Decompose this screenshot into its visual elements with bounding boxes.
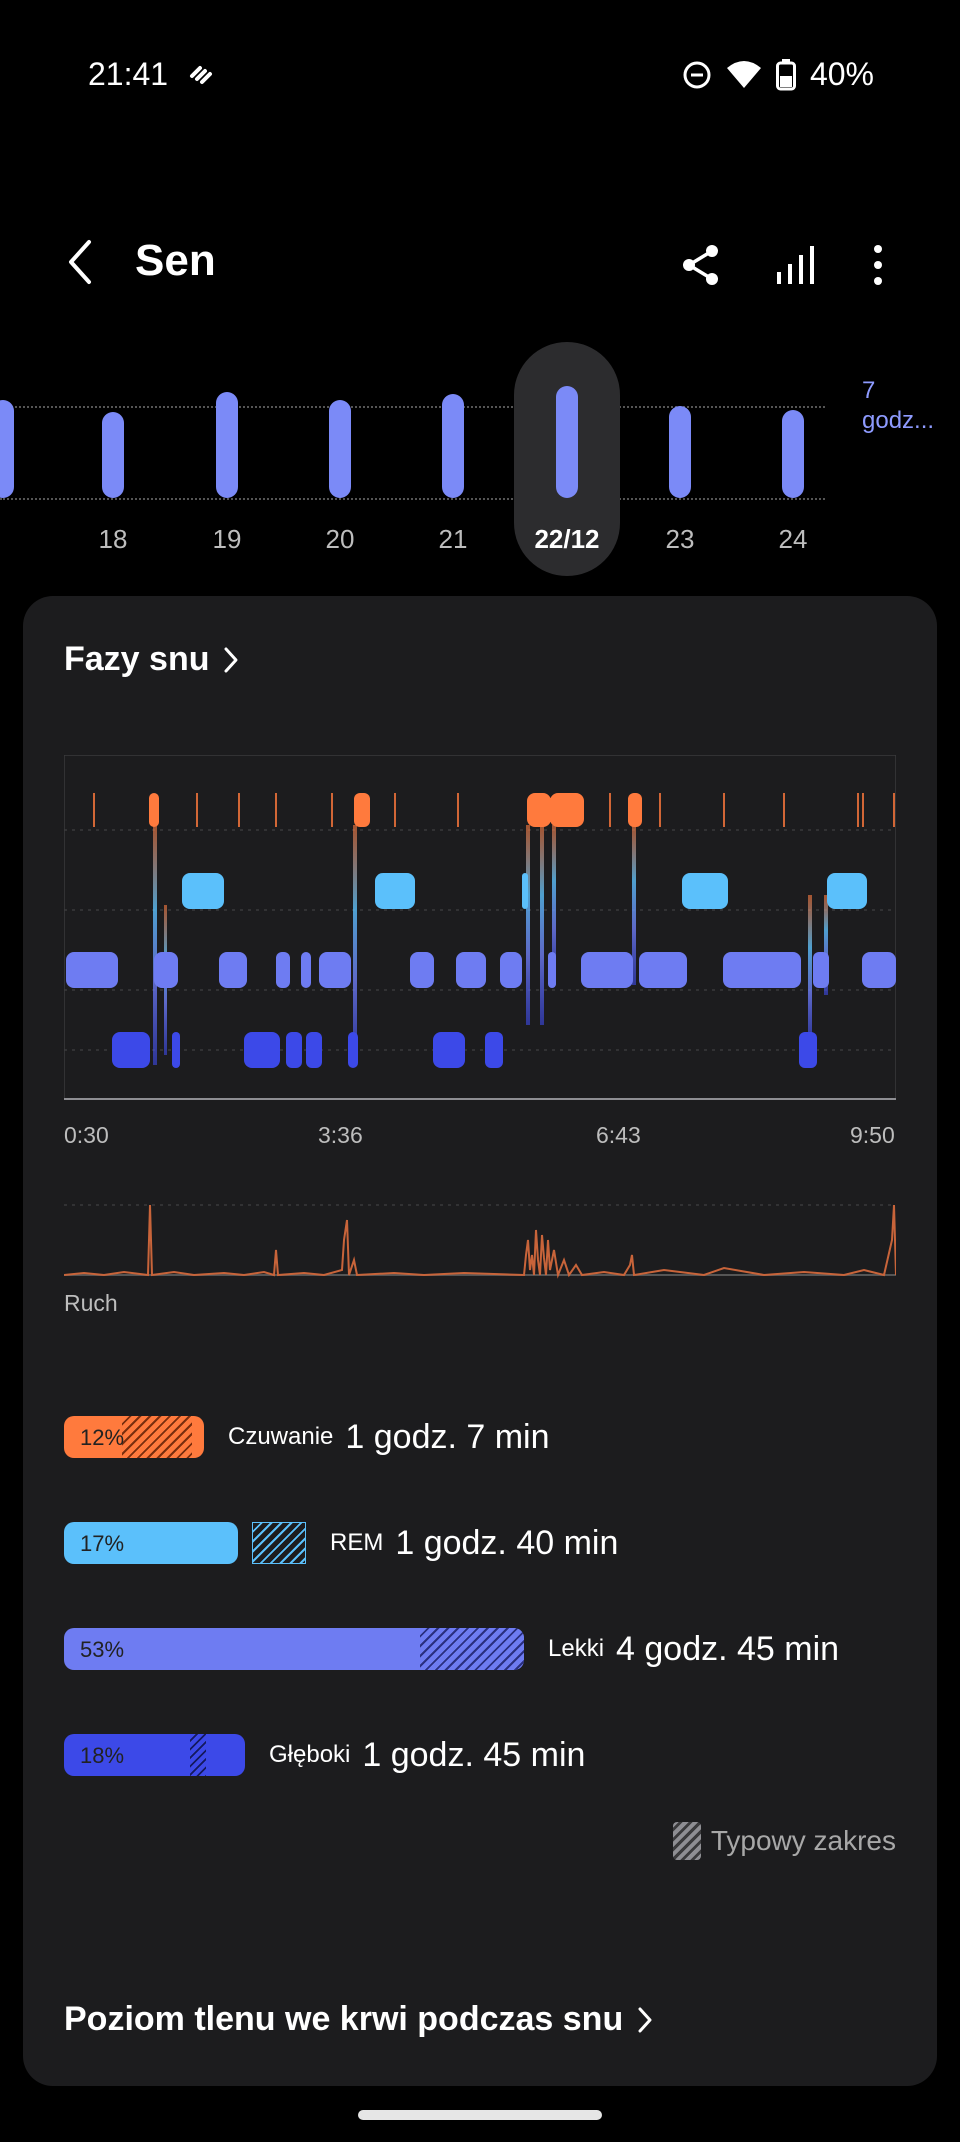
stage-row-light[interactable]: 53% Lekki 4 godz. 45 min — [64, 1628, 839, 1670]
awake-typical-range — [122, 1416, 192, 1458]
rem-typical-range — [252, 1522, 306, 1564]
back-icon — [69, 240, 91, 284]
movement-chart — [64, 1204, 896, 1279]
day-label: 24 — [778, 524, 808, 554]
movement-line — [64, 1204, 896, 1279]
chevron-right-icon — [638, 2007, 652, 2032]
day-sleep-bar — [0, 400, 14, 498]
dotted-baseline — [0, 498, 825, 500]
stage-blocks — [66, 793, 896, 1068]
day-label: 19 — [212, 524, 242, 554]
typical-range-swatch — [672, 1822, 701, 1860]
target-sleep-unit: godz... — [862, 407, 935, 434]
battery-percent: 40% — [809, 56, 874, 92]
day-sleep-bar — [782, 410, 804, 498]
chart-gridlines — [64, 829, 896, 1051]
light-percent: 53% — [80, 1637, 125, 1662]
stage-row-awake[interactable]: 12% Czuwanie 1 godz. 7 min — [64, 1416, 550, 1458]
day-label: 18 — [98, 524, 128, 554]
share-button[interactable] — [674, 238, 728, 292]
share-icon — [683, 245, 718, 285]
page-title: Sen — [135, 236, 216, 285]
back-button[interactable] — [58, 234, 102, 290]
stage-transitions — [153, 825, 828, 1065]
awake-percent-bar: 12% — [64, 1416, 204, 1458]
dnd-icon — [683, 61, 711, 88]
wifi-icon — [726, 60, 761, 88]
day-sleep-bar — [329, 400, 351, 498]
rem-duration: 1 godz. 40 min — [395, 1523, 619, 1562]
target-sleep-label: 7 godz... — [862, 376, 934, 436]
day-sleep-bar — [556, 386, 578, 498]
status-icons: 40% — [682, 56, 874, 93]
status-bar: 21:41 40% — [0, 0, 960, 150]
light-typical-range — [420, 1628, 524, 1670]
stage-row-deep[interactable]: 18% Głęboki 1 godz. 45 min — [64, 1734, 585, 1776]
chevron-right-icon — [224, 647, 238, 672]
home-indicator[interactable] — [358, 2110, 602, 2120]
deep-typical-range — [190, 1734, 206, 1776]
day-label: 23 — [665, 524, 695, 554]
awake-duration: 1 godz. 7 min — [345, 1417, 550, 1456]
rem-label: REM — [330, 1529, 384, 1556]
target-sleep-value: 7 — [862, 377, 876, 404]
battery-icon — [775, 58, 796, 90]
day-sleep-bar — [102, 412, 124, 498]
day-label: 7 — [0, 524, 38, 555]
stage-row-rem[interactable]: 17% REM 1 godz. 40 min — [64, 1522, 618, 1564]
awake-percent: 12% — [80, 1425, 125, 1450]
deep-percent: 18% — [80, 1743, 125, 1768]
light-duration: 4 godz. 45 min — [616, 1629, 840, 1668]
chart-frame — [64, 755, 896, 1100]
sleep-stages-chart — [64, 755, 896, 1100]
day-sleep-bar — [669, 406, 691, 498]
light-percent-bar: 53% — [64, 1628, 524, 1670]
deep-percent-bar: 18% — [64, 1734, 245, 1776]
x-tick-label: 9:50 — [850, 1122, 895, 1148]
wake-ticks — [93, 793, 895, 827]
bar-chart-icon — [777, 246, 814, 284]
rem-percent-bar: 17% — [64, 1522, 238, 1564]
day-label: 20 — [325, 524, 355, 554]
typical-range-label: Typowy zakres — [710, 1825, 896, 1856]
blood-oxygen-header[interactable]: Poziom tlenu we krwi podczas snu — [64, 2000, 653, 2039]
sleep-phases-title: Fazy snu — [64, 640, 210, 678]
statistics-button[interactable] — [768, 238, 822, 292]
day-sleep-bar — [442, 394, 464, 498]
day-label: 21 — [438, 524, 468, 554]
sleep-phases-header[interactable]: Fazy snu — [64, 640, 239, 679]
rem-percent: 17% — [80, 1531, 125, 1556]
typical-range-legend: Typowy zakres — [672, 1822, 896, 1860]
movement-label: Ruch — [64, 1290, 118, 1316]
blood-oxygen-title: Poziom tlenu we krwi podczas snu — [64, 2000, 624, 2038]
sync-icon — [190, 66, 212, 84]
more-icon — [874, 245, 882, 285]
awake-label: Czuwanie — [228, 1423, 334, 1450]
sleep-phases-card — [23, 596, 937, 2086]
day-label: 22/12 — [534, 524, 600, 554]
date-strip: 7 18 19 20 21 22/12 23 24 7 godz... — [0, 340, 960, 580]
status-time: 21:41 — [88, 56, 169, 92]
more-options-button[interactable] — [851, 238, 905, 292]
x-tick-label: 0:30 — [64, 1122, 109, 1148]
deep-label: Głęboki — [269, 1741, 351, 1768]
x-tick-label: 6:43 — [596, 1122, 641, 1148]
x-tick-label: 3:36 — [318, 1122, 363, 1148]
dotted-target-line — [0, 406, 825, 408]
day-sleep-bar — [216, 392, 238, 498]
deep-duration: 1 godz. 45 min — [362, 1735, 586, 1774]
app-bar: Sen — [0, 230, 960, 296]
light-label: Lekki — [548, 1635, 605, 1662]
